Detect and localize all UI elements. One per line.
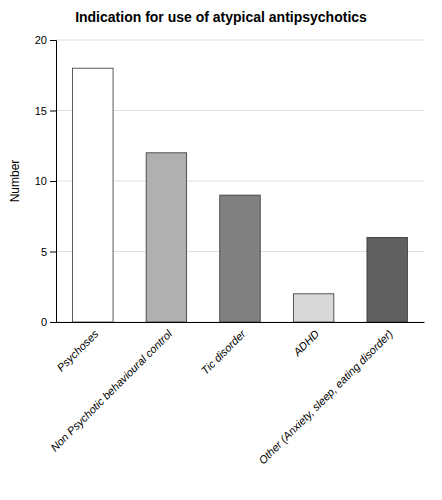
x-tick: ADHD — [290, 327, 321, 358]
y-tick-label: 0 — [41, 316, 47, 328]
bar — [367, 237, 407, 322]
x-tick-label: ADHD — [290, 327, 321, 358]
x-tick: Other (Anxiety, sleep, eating disorder) — [256, 327, 395, 466]
y-axis-title: Number — [8, 160, 22, 203]
grid — [56, 40, 424, 322]
x-tick: Psychoses — [54, 327, 100, 373]
y-tick: 15 — [35, 105, 56, 117]
y-axis: 0 5 10 15 20 — [35, 34, 57, 328]
x-tick-label: Non Psychotic behavioural control — [48, 327, 174, 453]
y-tick: 20 — [35, 34, 56, 46]
y-tick-mark — [50, 181, 56, 182]
y-tick-mark — [50, 111, 56, 112]
bars — [73, 68, 408, 322]
plot-area: 0 5 10 15 20 PsychosesNon Psychotic behaviour… — [35, 34, 425, 466]
y-tick: 10 — [35, 175, 56, 187]
y-tick-label: 20 — [35, 34, 47, 46]
y-tick: 0 — [41, 316, 56, 328]
chart-svg: 0 5 10 15 20 PsychosesNon Psychotic behaviour… — [0, 0, 442, 500]
bar — [146, 153, 186, 322]
y-tick-label: 15 — [35, 105, 47, 117]
chart-title: Indication for use of atypical antipsych… — [75, 9, 367, 25]
x-tick-label: Tic disorder — [199, 327, 249, 377]
y-tick-label: 10 — [35, 175, 47, 187]
y-axis-line — [50, 41, 57, 323]
x-axis: PsychosesNon Psychotic behavioural contr… — [48, 323, 424, 467]
x-tick: Non Psychotic behavioural control — [48, 327, 174, 453]
x-axis-line — [57, 322, 425, 323]
y-tick-mark — [50, 40, 56, 41]
bar — [293, 294, 333, 322]
grid-line — [56, 40, 424, 41]
y-tick-mark — [50, 322, 56, 323]
x-tick-label: Psychoses — [54, 327, 100, 373]
y-tick-label: 5 — [41, 246, 47, 258]
x-tick: Tic disorder — [199, 327, 249, 377]
chart-container: 0 5 10 15 20 PsychosesNon Psychotic behaviour… — [0, 0, 442, 500]
bar — [220, 195, 260, 322]
bar — [73, 68, 113, 322]
y-tick: 5 — [41, 246, 56, 258]
x-tick-label: Other (Anxiety, sleep, eating disorder) — [256, 327, 395, 466]
y-tick-mark — [50, 252, 56, 253]
